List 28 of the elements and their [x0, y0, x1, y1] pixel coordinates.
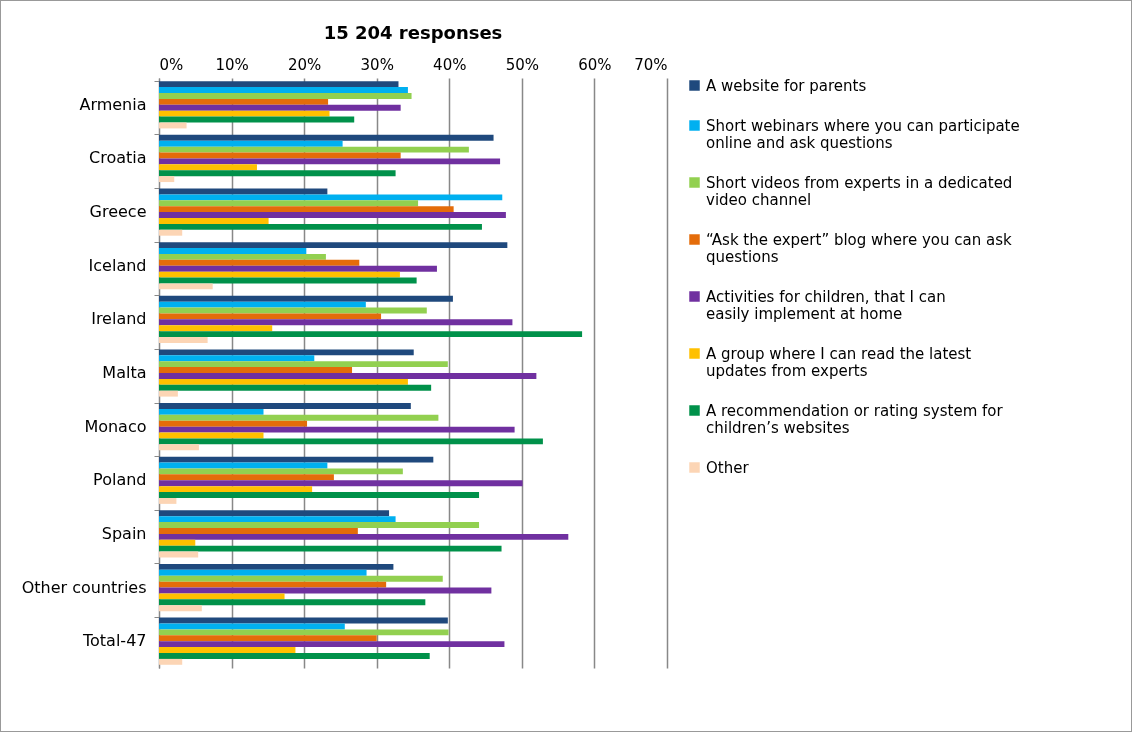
y-tick-label: Monaco	[84, 416, 147, 436]
x-tick-label: 60%	[578, 55, 612, 74]
x-tick-label: 10%	[215, 55, 249, 74]
x-tick-label: 50%	[505, 55, 540, 74]
y-tick-label: Poland	[93, 470, 147, 490]
legend-label: Short videos from experts in a dedicated video channel	[706, 173, 1013, 209]
y-tick-label: Spain	[101, 523, 147, 543]
y-tick-label: Ireland	[91, 309, 147, 329]
legend-label: “Ask the expert” blog where you can ask questions	[706, 230, 1012, 266]
y-tick-label: Other countries	[21, 577, 147, 597]
legend-label: Activities for children, that I can easily implement at home	[706, 287, 946, 323]
legend-label: A group where I can read the latest updates from experts	[706, 344, 972, 380]
x-tick-label: 30%	[360, 55, 394, 74]
x-tick-label: 40%	[433, 55, 467, 74]
y-tick-label: Croatia	[88, 148, 147, 168]
legend-label: Short webinars where you can participate online and ask questions	[706, 116, 1020, 152]
y-tick-label: Greece	[89, 202, 147, 222]
x-tick-label: 20%	[287, 55, 322, 74]
legend-label: A recommendation or rating system for children’s websites	[706, 401, 1004, 437]
y-tick-label: Iceland	[88, 255, 147, 275]
y-tick-label: Malta	[102, 363, 147, 382]
legend-label: Other	[706, 458, 750, 477]
y-tick-label: Armenia	[79, 94, 147, 114]
x-tick-label: 70%	[634, 55, 668, 74]
chart-title: 15 204 responses	[323, 22, 503, 43]
y-tick-label: Total-47	[82, 631, 147, 651]
legend-label: A website for parents	[706, 76, 867, 95]
x-tick-label: 0%	[159, 55, 184, 74]
